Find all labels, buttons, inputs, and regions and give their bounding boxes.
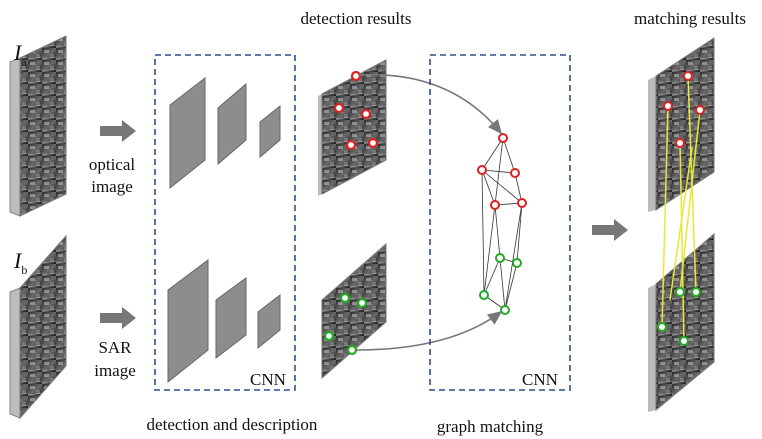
graph-part-part [478, 166, 486, 174]
detection-image-optical-part-part [335, 104, 343, 112]
arrow [100, 307, 136, 329]
graph-part-part [482, 170, 484, 295]
dashed-box [430, 55, 570, 390]
detection-image-optical-part-part [362, 110, 370, 118]
detection-image-sar-part-part [325, 332, 333, 340]
graph-part-part [513, 259, 521, 267]
cnn-layers [168, 78, 280, 382]
detection-image-optical-part-part [369, 139, 377, 147]
keypoints-part [692, 288, 700, 296]
graph-part-part [495, 205, 500, 258]
input-image-a-part [20, 36, 66, 216]
cnn-layers-part [258, 295, 280, 348]
keypoints-part [696, 106, 704, 114]
detection-image-optical-part-part [347, 141, 355, 149]
detection-image-sar-part-part [348, 346, 356, 354]
matching-image-sar [648, 234, 714, 412]
detection-image-sar-part [322, 244, 386, 378]
graph-part-part [517, 203, 522, 263]
cnn-layers-part [260, 106, 280, 157]
graph-part-part [503, 138, 515, 173]
matching-image-optical-part [656, 38, 714, 210]
keypoints-part [664, 102, 672, 110]
keypoints-part [684, 72, 692, 80]
detection-image-optical [318, 60, 386, 196]
detection-image-optical-part-part [352, 72, 360, 80]
input-label: Ia [13, 40, 27, 69]
keypoints-part [658, 323, 666, 331]
caption: optical [89, 155, 136, 174]
arrow [100, 120, 136, 142]
caption: SAR [98, 338, 132, 357]
detection-image-optical-part [318, 94, 322, 196]
cnn-layers-part [168, 260, 208, 382]
keypoints-part [680, 337, 688, 345]
arrow [592, 219, 628, 241]
graph-part-part [500, 258, 505, 310]
matching-image-sar-part [648, 284, 656, 412]
stage-caption: graph matching [437, 417, 544, 436]
keypoints-part [676, 139, 684, 147]
input-image-b-part [10, 288, 20, 418]
keypoints-part [676, 288, 684, 296]
matching-image-optical-part [648, 76, 656, 212]
graph-part-part [511, 169, 519, 177]
label-part: b [21, 263, 27, 277]
detection-image-sar-part-part [358, 299, 366, 307]
header-detection: detection results [301, 9, 412, 28]
diagram: detection results matching results Ia Ib… [0, 0, 762, 439]
graph-part-part [496, 254, 504, 262]
caption: image [91, 177, 133, 196]
graph-part-part [518, 199, 526, 207]
graph-part-part [480, 291, 488, 299]
cnn-layers-part [216, 278, 246, 358]
box-label: CNN [522, 370, 558, 389]
graph-part-part [499, 134, 507, 142]
header-matching: matching results [634, 9, 746, 28]
label-part: a [21, 55, 27, 69]
graph-part-part [491, 201, 499, 209]
stage-caption: detection and description [147, 415, 318, 434]
caption: image [94, 361, 136, 380]
matching-image-sar-part [656, 234, 714, 410]
cnn-layers-part [218, 84, 246, 164]
graph [478, 134, 526, 314]
graph-part-part [501, 306, 509, 314]
cnn-layers-part [170, 78, 205, 188]
graph-part [482, 138, 522, 310]
detection-image-sar [322, 244, 386, 378]
input-label: Ib [13, 248, 27, 277]
graph-part-part [505, 203, 522, 310]
box-label: CNN [250, 370, 286, 389]
input-image-a-part [10, 58, 20, 216]
detection-image-sar-part-part [341, 294, 349, 302]
